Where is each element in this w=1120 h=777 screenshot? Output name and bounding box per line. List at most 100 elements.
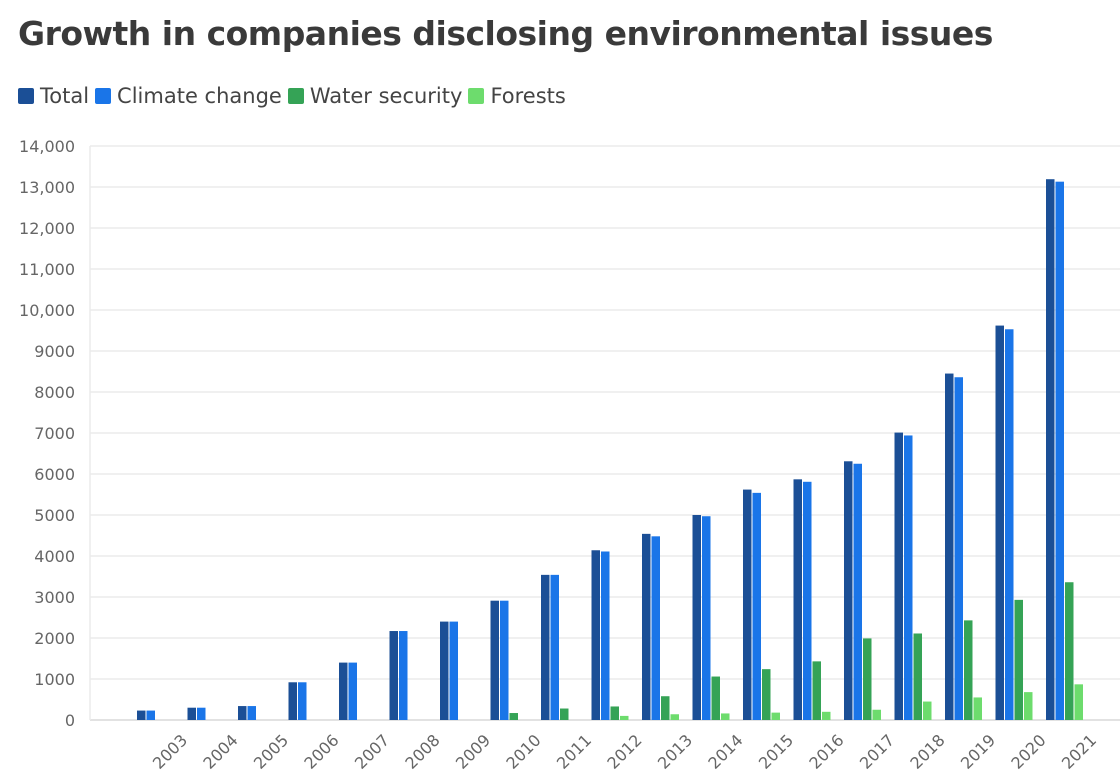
bar-water-security	[661, 696, 670, 720]
bar-total	[238, 706, 247, 720]
bar-total	[793, 479, 802, 720]
y-tick-label: 7000	[34, 424, 75, 443]
bar-climate-change	[348, 662, 357, 720]
bar-climate-change	[954, 377, 963, 720]
x-tick-label: 2016	[805, 731, 847, 773]
bar-climate-change	[247, 706, 256, 720]
legend-label-forests: Forests	[490, 84, 566, 108]
x-tick-label: 2007	[351, 731, 393, 773]
legend-item-water-security[interactable]: Water security	[287, 84, 463, 108]
bar-climate-change	[449, 621, 458, 720]
bar-water-security	[509, 713, 518, 720]
y-tick-label: 4000	[34, 547, 75, 566]
y-tick-label: 13,000	[19, 178, 75, 197]
x-tick-label: 2003	[149, 731, 191, 773]
bar-total	[339, 662, 348, 720]
chart-title: Growth in companies disclosing environme…	[18, 14, 993, 53]
y-tick-label: 1000	[34, 670, 75, 689]
bar-water-security	[1065, 582, 1074, 720]
bar-climate-change	[853, 463, 862, 720]
bar-water-security	[863, 638, 872, 720]
legend-item-total[interactable]: Total	[18, 84, 89, 108]
x-tick-label: 2011	[553, 731, 595, 773]
x-tick-label: 2013	[654, 731, 696, 773]
x-tick-label: 2021	[1058, 731, 1100, 773]
legend-label-total: Total	[40, 84, 90, 108]
bar-total	[894, 432, 903, 720]
x-tick-label: 2017	[856, 731, 898, 773]
x-tick-label: 2009	[452, 731, 494, 773]
bar-forests	[721, 713, 730, 720]
bar-forests	[822, 711, 831, 720]
y-tick-label: 14,000	[19, 137, 75, 156]
legend-label-water-security: Water security	[309, 84, 463, 108]
bar-forests	[872, 709, 881, 720]
y-tick-label: 12,000	[19, 219, 75, 238]
x-tick-label: 2019	[957, 731, 999, 773]
x-tick-label: 2004	[199, 731, 241, 773]
x-tick-label: 2015	[755, 731, 797, 773]
x-tick-label: 2018	[906, 731, 948, 773]
bar-water-security	[560, 708, 569, 720]
y-tick-label: 9000	[34, 342, 75, 361]
x-tick-label: 2005	[250, 731, 292, 773]
bar-forests	[1024, 692, 1033, 720]
legend-swatch-climate-change	[95, 88, 112, 104]
bar-climate-change	[752, 492, 761, 720]
bar-total	[137, 710, 146, 720]
y-tick-label: 5000	[34, 506, 75, 525]
bar-climate-change	[550, 574, 559, 720]
y-tick-label: 11,000	[19, 260, 75, 279]
bar-total	[995, 325, 1004, 720]
x-tick-label: 2014	[704, 731, 746, 773]
bar-water-security	[1014, 599, 1023, 720]
bar-total	[389, 631, 398, 720]
bar-climate-change	[197, 707, 206, 720]
bar-water-security	[711, 676, 720, 720]
bar-climate-change	[399, 631, 408, 720]
bar-climate-change	[298, 682, 307, 720]
bar-total	[541, 574, 550, 720]
y-tick-label: 3000	[34, 588, 75, 607]
bar-total	[288, 682, 297, 720]
chart-legend: Total Climate change Water security Fore…	[18, 84, 572, 108]
bar-total	[440, 621, 449, 720]
bar-forests	[670, 714, 679, 720]
x-tick-label: 2020	[1007, 731, 1049, 773]
legend-label-climate-change: Climate change	[117, 84, 282, 108]
bar-climate-change	[500, 600, 509, 720]
bar-forests	[620, 715, 629, 720]
x-tick-label: 2006	[300, 731, 342, 773]
bar-climate-change	[803, 481, 812, 720]
y-tick-label: 0	[65, 711, 75, 730]
bar-climate-change	[702, 516, 711, 720]
bar-climate-change	[651, 536, 660, 720]
bar-total	[945, 373, 954, 720]
bar-climate-change	[146, 710, 155, 720]
bar-forests	[771, 712, 780, 720]
bar-total	[642, 533, 651, 720]
bar-total	[1046, 179, 1055, 720]
bar-water-security	[610, 706, 619, 720]
bar-forests	[1074, 684, 1083, 720]
bar-climate-change	[1055, 181, 1064, 721]
x-tick-label: 2008	[401, 731, 443, 773]
bar-total	[187, 707, 196, 720]
bar-water-security	[812, 661, 821, 720]
y-tick-label: 8000	[34, 383, 75, 402]
bar-water-security	[964, 620, 973, 720]
x-tick-label: 2012	[603, 731, 645, 773]
bar-water-security	[762, 669, 771, 720]
bar-climate-change	[601, 551, 610, 720]
bar-total	[591, 550, 600, 720]
x-tick-label: 2010	[502, 731, 544, 773]
legend-item-climate-change[interactable]: Climate change	[95, 84, 282, 108]
legend-swatch-total	[18, 88, 34, 104]
bar-total	[844, 461, 853, 720]
legend-item-forests[interactable]: Forests	[468, 84, 566, 108]
bar-water-security	[913, 633, 922, 720]
bar-forests	[973, 697, 982, 720]
legend-swatch-forests	[468, 88, 485, 104]
y-tick-label: 10,000	[19, 301, 75, 320]
